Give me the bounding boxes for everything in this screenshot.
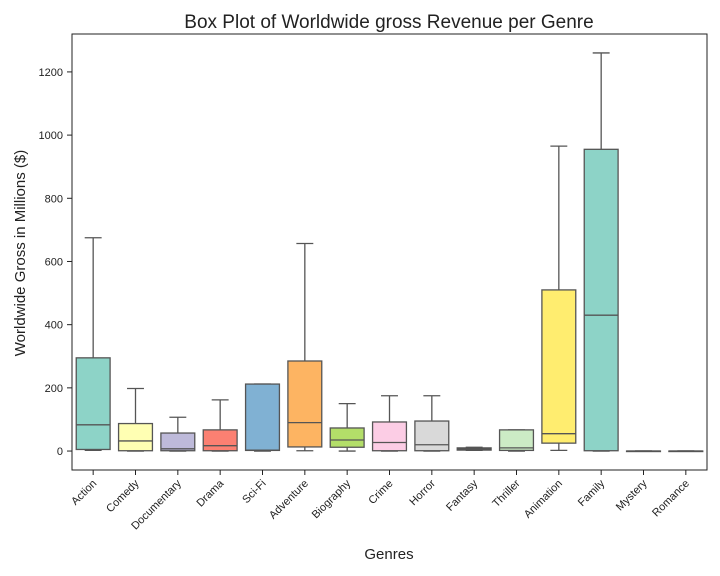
x-tick-label: Horror (407, 477, 438, 508)
y-tick-label: 1200 (39, 67, 63, 79)
x-tick-label: Crime (366, 478, 395, 507)
box-adventure (287, 360, 323, 448)
x-tick-label: Romance (650, 478, 692, 520)
box-family (583, 148, 619, 452)
y-tick-label: 0 (57, 446, 63, 458)
box-action (75, 357, 111, 451)
x-tick-label: Fantasy (444, 477, 481, 514)
x-tick-label: Drama (194, 477, 226, 509)
x-tick-label: Adventure (267, 478, 311, 522)
x-axis-label: Genres (364, 546, 413, 563)
box-documentary (160, 432, 196, 452)
x-tick-label: Mystery (614, 477, 650, 513)
x-tick-label: Family (576, 477, 608, 509)
box-sci-fi (244, 383, 281, 452)
y-tick-label: 800 (45, 193, 63, 205)
x-tick-label: Comedy (104, 477, 142, 515)
box-horror (414, 420, 450, 452)
y-tick-label: 1000 (39, 130, 63, 142)
box-biography (329, 427, 365, 448)
y-tick-label: 200 (45, 383, 63, 395)
box-animation (541, 289, 577, 444)
chart-title: Box Plot of Worldwide gross Revenue per … (184, 12, 593, 33)
x-tick-label: Biography (310, 477, 354, 521)
box-comedy (117, 422, 154, 452)
y-axis-label: Worldwide Gross in Millions ($) (12, 150, 29, 356)
x-tick-label: Thriller (490, 477, 522, 509)
x-tick-label: Sci-Fi (240, 478, 268, 506)
y-tick-label: 600 (45, 256, 63, 268)
y-tick-label: 400 (45, 320, 63, 332)
box-thriller (498, 429, 535, 452)
x-tick-label: Action (69, 478, 99, 508)
box-drama (202, 429, 238, 452)
box-crime (371, 421, 408, 452)
x-tick-label: Animation (522, 478, 565, 521)
